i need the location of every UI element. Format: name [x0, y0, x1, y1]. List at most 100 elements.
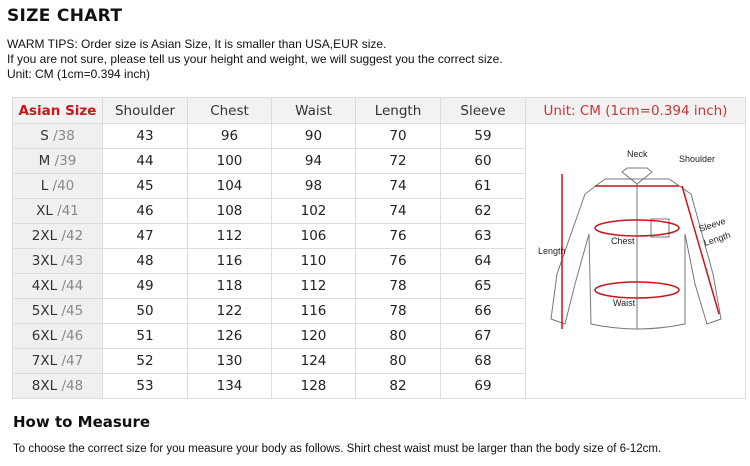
table-row: 4XL /44 49 118 112 78 65 — [12, 273, 746, 299]
value-cell: 53 — [102, 373, 188, 399]
table-row: 3XL /43 48 116 110 76 64 — [12, 248, 746, 274]
size-cell: 6XL /46 — [12, 323, 103, 349]
tip-line: If you are not sure, please tell us your… — [7, 52, 503, 66]
size-label: XL — [36, 203, 53, 219]
value-cell: 51 — [102, 323, 188, 349]
value-cell: 90 — [271, 123, 356, 149]
header-shoulder: Shoulder — [102, 97, 188, 124]
size-label: 8XL — [31, 378, 58, 394]
eu-size: /47 — [61, 353, 84, 369]
header-sleeve: Sleeve — [440, 97, 526, 124]
value-cell: 116 — [187, 248, 272, 274]
value-cell: 49 — [102, 273, 188, 299]
value-cell: 78 — [355, 273, 441, 299]
size-cell: 5XL /45 — [12, 298, 103, 324]
size-cell: M /39 — [12, 148, 103, 174]
table-row: XL /41 46 108 102 74 62 — [12, 198, 746, 224]
value-cell: 100 — [187, 148, 272, 174]
size-cell: 2XL /42 — [12, 223, 103, 249]
eu-size: /48 — [61, 378, 84, 394]
value-cell: 96 — [187, 123, 272, 149]
size-cell: XL /41 — [12, 198, 103, 224]
warm-tips: WARM TIPS: Order size is Asian Size, It … — [7, 37, 503, 82]
value-cell: 44 — [102, 148, 188, 174]
value-cell: 59 — [440, 123, 526, 149]
value-cell: 102 — [271, 198, 356, 224]
table-row: 2XL /42 47 112 106 76 63 — [12, 223, 746, 249]
size-label: 3XL — [31, 253, 58, 269]
value-cell: 98 — [271, 173, 356, 199]
size-cell: 7XL /47 — [12, 348, 103, 374]
value-cell: 63 — [440, 223, 526, 249]
eu-size: /38 — [53, 128, 75, 144]
label-length: Length — [538, 246, 566, 256]
table-row: M /39 44 100 94 72 60 — [12, 148, 746, 174]
size-cell: S /38 — [12, 123, 103, 149]
value-cell: 112 — [271, 273, 356, 299]
value-cell: 94 — [271, 148, 356, 174]
value-cell: 45 — [102, 173, 188, 199]
eu-size: /43 — [61, 253, 84, 269]
value-cell: 68 — [440, 348, 526, 374]
size-label: 2XL — [31, 228, 58, 244]
value-cell: 61 — [440, 173, 526, 199]
value-cell: 66 — [440, 298, 526, 324]
size-cell: 8XL /48 — [12, 373, 103, 399]
label-shoulder: Shoulder — [679, 154, 715, 164]
value-cell: 126 — [187, 323, 272, 349]
value-cell: 108 — [187, 198, 272, 224]
value-cell: 60 — [440, 148, 526, 174]
size-label: M — [38, 153, 51, 169]
table-row: 5XL /45 50 122 116 78 66 — [12, 298, 746, 324]
size-cell: 3XL /43 — [12, 248, 103, 274]
size-cell: 4XL /44 — [12, 273, 103, 299]
value-cell: 62 — [440, 198, 526, 224]
eu-size: /42 — [61, 228, 84, 244]
value-cell: 72 — [355, 148, 441, 174]
value-cell: 47 — [102, 223, 188, 249]
value-cell: 50 — [102, 298, 188, 324]
size-table: Asian Size Shoulder Chest Waist Length S… — [12, 97, 746, 399]
value-cell: 74 — [355, 198, 441, 224]
value-cell: 65 — [440, 273, 526, 299]
value-cell: 80 — [355, 348, 441, 374]
value-cell: 67 — [440, 323, 526, 349]
tip-line: Unit: CM (1cm=0.394 inch) — [7, 67, 151, 81]
size-label: S — [40, 128, 49, 144]
header-asian-size: Asian Size — [12, 97, 103, 124]
value-cell: 106 — [271, 223, 356, 249]
eu-size: /44 — [61, 278, 84, 294]
value-cell: 48 — [102, 248, 188, 274]
label-neck: Neck — [627, 149, 648, 159]
value-cell: 80 — [355, 323, 441, 349]
shirt-measure-diagram: Neck Shoulder Chest Waist Length Sleeve … — [538, 149, 731, 330]
header-length: Length — [355, 97, 441, 124]
size-cell: L /40 — [12, 173, 103, 199]
value-cell: 110 — [271, 248, 356, 274]
value-cell: 46 — [102, 198, 188, 224]
header-row: Asian Size Shoulder Chest Waist Length S… — [12, 97, 746, 124]
value-cell: 104 — [187, 173, 272, 199]
size-label: 7XL — [31, 353, 58, 369]
value-cell: 69 — [440, 373, 526, 399]
how-to-measure-text: To choose the correct size for you measu… — [13, 443, 662, 455]
label-sleeve-length: Length — [702, 230, 731, 248]
eu-size: /45 — [61, 303, 84, 319]
size-label: 4XL — [31, 278, 58, 294]
size-label: L — [40, 178, 49, 194]
header-chest: Chest — [187, 97, 272, 124]
tip-line: WARM TIPS: Order size is Asian Size, It … — [7, 37, 387, 51]
value-cell: 112 — [187, 223, 272, 249]
value-cell: 82 — [355, 373, 441, 399]
value-cell: 120 — [271, 323, 356, 349]
value-cell: 122 — [187, 298, 272, 324]
value-cell: 78 — [355, 298, 441, 324]
size-label: 5XL — [31, 303, 58, 319]
eu-size: /41 — [57, 203, 79, 219]
table-row: L /40 45 104 98 74 61 — [12, 173, 746, 199]
table-row: 8XL /48 53 134 128 82 69 — [12, 373, 746, 399]
value-cell: 43 — [102, 123, 188, 149]
eu-size: /39 — [54, 153, 77, 169]
value-cell: 52 — [102, 348, 188, 374]
value-cell: 76 — [355, 248, 441, 274]
